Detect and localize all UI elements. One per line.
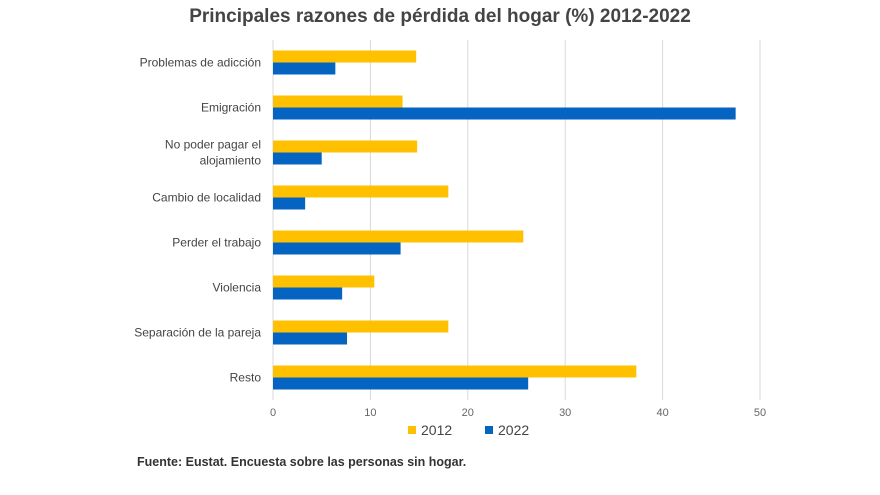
legend-label: 2022	[498, 422, 529, 438]
bar-2012	[273, 185, 449, 198]
bar-2022	[273, 377, 529, 390]
x-tick-label: 0	[270, 407, 276, 419]
source-note: Fuente: Eustat. Encuesta sobre las perso…	[137, 455, 467, 469]
chart-title: Principales razones de pérdida del hogar…	[189, 6, 691, 27]
bar-2022	[273, 287, 343, 300]
category-label: Problemas de adicción	[140, 56, 261, 70]
bar-2022	[273, 332, 348, 345]
bar-2012	[273, 140, 418, 153]
x-tick-label: 50	[754, 407, 766, 419]
bar-2022	[273, 152, 322, 165]
legend-swatch-2012	[408, 426, 416, 434]
x-tick-label: 30	[559, 407, 571, 419]
bar-2012	[273, 95, 403, 108]
category-label: Resto	[230, 371, 262, 385]
bar-2022	[273, 242, 401, 255]
bar-2012	[273, 365, 637, 378]
category-label: Perder el trabajo	[172, 236, 261, 250]
x-tick-label: 40	[656, 407, 668, 419]
category-label: Emigración	[201, 101, 261, 115]
legend-label: 2012	[421, 422, 452, 438]
legend-swatch-2022	[485, 426, 493, 434]
x-tick-label: 20	[462, 407, 474, 419]
category-label: Violencia	[213, 281, 262, 295]
bar-2022	[273, 62, 336, 75]
category-label: alojamiento	[200, 154, 262, 168]
bar-2012	[273, 320, 449, 333]
category-label: Cambio de localidad	[152, 191, 261, 205]
bar-2022	[273, 197, 306, 210]
bar-2012	[273, 50, 417, 63]
category-label: No poder pagar el	[165, 138, 261, 152]
bar-2022	[273, 107, 736, 120]
x-tick-label: 10	[364, 407, 376, 419]
category-label: Separación de la pareja	[134, 326, 261, 340]
bar-2012	[273, 275, 375, 288]
bar-2012	[273, 230, 524, 243]
